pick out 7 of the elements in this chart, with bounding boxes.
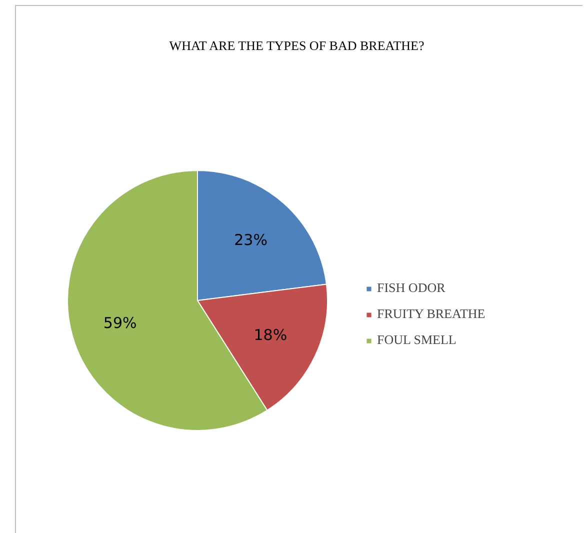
legend-label: FRUITY BREATHE [377,306,486,322]
data-label: 23% [234,231,268,250]
data-label: 59% [103,314,137,332]
legend-label: FISH ODOR [377,280,446,296]
legend-label: FOUL SMELL [377,332,456,348]
chart-title: WHAT ARE THE TYPES OF BAD BREATHE? [169,38,424,53]
data-label: 18% [254,326,288,344]
